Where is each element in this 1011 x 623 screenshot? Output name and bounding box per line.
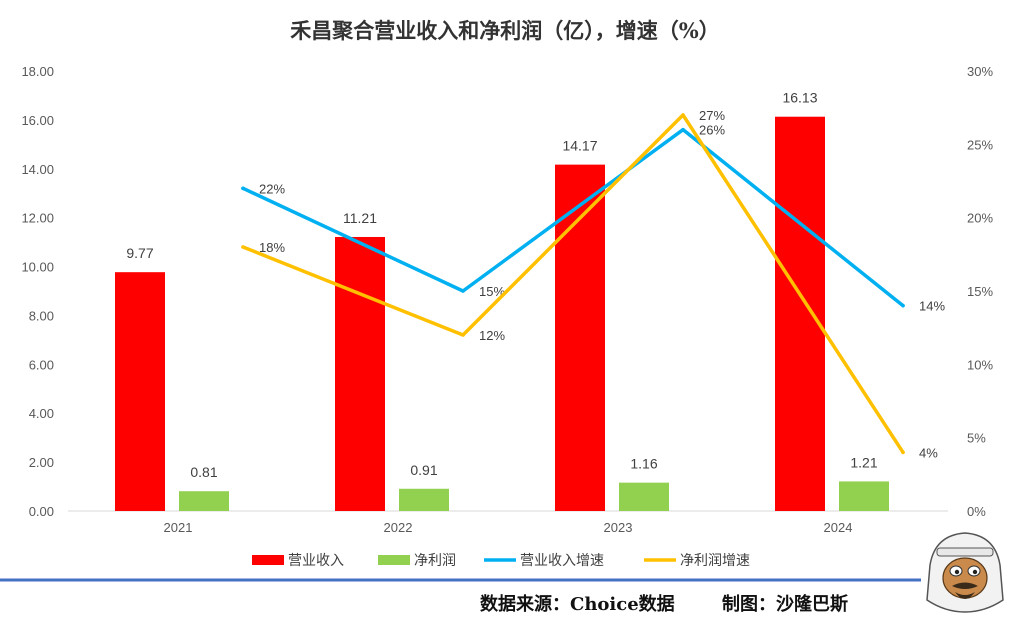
legend-swatch	[378, 555, 410, 565]
footer-author: 制图：沙隆巴斯	[722, 593, 848, 615]
right-tick-label: 0%	[967, 504, 986, 519]
line-point	[681, 113, 685, 117]
bar-revenue	[555, 164, 605, 511]
bar-value-label: 0.91	[410, 462, 437, 478]
line-value-label: 26%	[699, 123, 725, 138]
bar-profit	[399, 488, 449, 511]
right-tick-label: 5%	[967, 431, 986, 446]
left-tick-label: 14.00	[21, 162, 54, 177]
legend-label: 营业收入	[288, 553, 344, 569]
bar-value-label: 11.21	[343, 210, 377, 226]
legend-label: 净利润	[414, 553, 456, 569]
right-tick-label: 10%	[967, 357, 993, 372]
left-tick-label: 18.00	[21, 64, 54, 79]
line-value-label: 15%	[479, 284, 505, 299]
right-tick-label: 20%	[967, 211, 993, 226]
bar-value-label: 0.81	[190, 464, 217, 480]
bar-revenue	[115, 272, 165, 511]
line-value-label: 14%	[919, 299, 945, 314]
right-tick-label: 15%	[967, 284, 993, 299]
bar-profit	[179, 491, 229, 511]
left-tick-label: 8.00	[29, 308, 54, 323]
left-tick-label: 16.00	[21, 113, 54, 128]
bar-value-label: 14.17	[562, 138, 597, 154]
left-tick-label: 0.00	[29, 504, 54, 519]
left-tick-label: 6.00	[29, 357, 54, 372]
legend-swatch	[252, 555, 284, 565]
line-revenue-growth	[241, 127, 905, 308]
left-tick-label: 2.00	[29, 455, 54, 470]
left-tick-label: 4.00	[29, 406, 54, 421]
legend-label: 营业收入增速	[520, 553, 604, 569]
x-category-label: 2024	[824, 520, 853, 535]
line-value-label: 18%	[259, 240, 285, 255]
line-value-label: 4%	[919, 445, 938, 460]
line-point	[241, 245, 245, 249]
right-tick-label: 30%	[967, 64, 993, 79]
line-value-label: 12%	[479, 328, 505, 343]
x-category-label: 2023	[604, 520, 633, 535]
line-profit-growth	[241, 113, 905, 455]
line-value-label: 27%	[699, 108, 725, 123]
right-tick-label: 25%	[967, 137, 993, 152]
right-axis-ticks: 0% 5% 10% 15% 20% 25% 30%	[967, 64, 993, 519]
bar-profit	[619, 482, 669, 511]
left-axis-ticks: 0.00 2.00 4.00 6.00 8.00 10.00 12.00 14.00 16.00…	[21, 64, 54, 519]
line-point	[461, 289, 465, 293]
line-value-label: 22%	[259, 181, 285, 196]
bar-revenue	[775, 116, 825, 511]
line-point	[901, 450, 905, 455]
line-point	[681, 127, 685, 132]
line-point	[901, 303, 905, 308]
legend-label: 净利润增速	[680, 553, 750, 569]
bar-value-label: 9.77	[126, 245, 153, 261]
left-tick-label: 10.00	[21, 260, 54, 275]
bar-profit	[839, 481, 889, 511]
bar-revenue	[335, 236, 385, 511]
x-axis-categories: 2021 2022 2023 2024	[164, 520, 853, 535]
bars: 9.77 11.21 14.17 16.13 0.81 0.91 1.16 1.21	[115, 90, 889, 511]
bar-value-label: 16.13	[782, 90, 817, 106]
line-point	[241, 186, 245, 191]
footer-source: 数据来源：Choice数据	[480, 593, 675, 615]
bar-value-label: 1.21	[850, 454, 877, 470]
bar-value-label: 1.16	[630, 456, 657, 472]
x-category-label: 2022	[384, 520, 413, 535]
line-point	[461, 333, 465, 337]
x-category-label: 2021	[164, 520, 193, 535]
legend: 营业收入 净利润 营业收入增速 净利润增速	[252, 553, 750, 569]
left-tick-label: 12.00	[21, 211, 54, 226]
growth-lines: 22% 15% 26% 14% 18% 12% 27% 4%	[241, 108, 945, 460]
chart-title: 禾昌聚合营业收入和净利润（亿），增速（%）	[290, 18, 719, 43]
mascot-logo	[926, 532, 1004, 613]
